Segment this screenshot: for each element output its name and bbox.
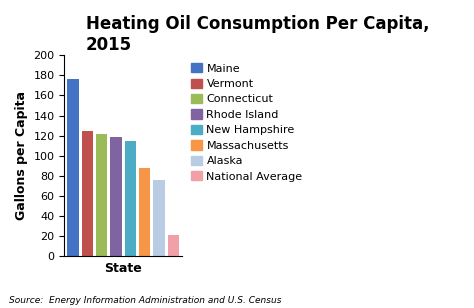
Legend: Maine, Vermont, Connecticut, Rhode Island, New Hampshire, Massachusetts, Alaska,: Maine, Vermont, Connecticut, Rhode Islan… xyxy=(189,61,305,184)
Text: Heating Oil Consumption Per Capita,
2015: Heating Oil Consumption Per Capita, 2015 xyxy=(86,15,429,54)
Y-axis label: Gallons per Capita: Gallons per Capita xyxy=(15,91,28,220)
Bar xyxy=(96,134,108,256)
Text: Source:  Energy Information Administration and U.S. Census: Source: Energy Information Administratio… xyxy=(9,296,282,305)
Bar xyxy=(139,168,150,256)
Bar xyxy=(153,180,165,256)
Bar xyxy=(110,137,122,256)
Bar xyxy=(125,141,136,256)
X-axis label: State: State xyxy=(104,261,142,274)
Bar xyxy=(67,79,79,256)
Bar xyxy=(82,131,93,256)
Bar xyxy=(168,235,179,256)
